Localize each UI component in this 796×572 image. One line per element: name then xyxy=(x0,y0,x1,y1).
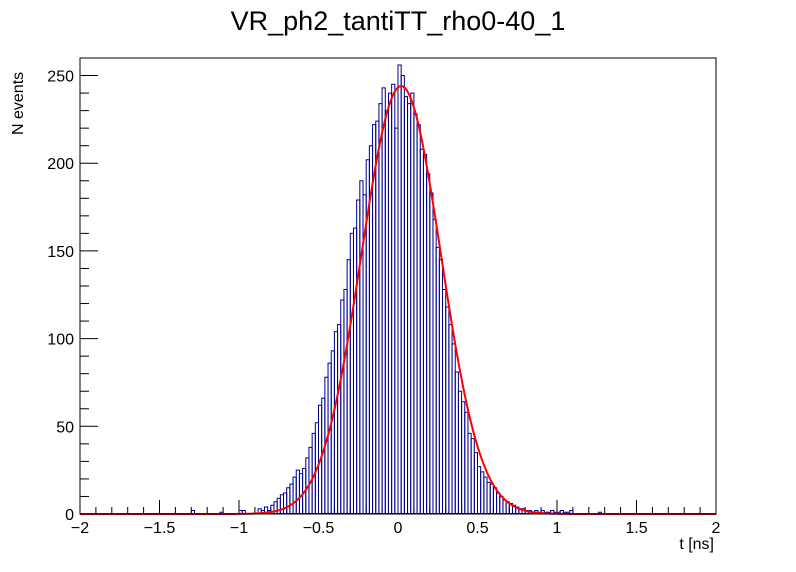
plot-frame xyxy=(79,57,717,515)
x-tick-label: −1.5 xyxy=(144,520,176,537)
y-tick-label: 200 xyxy=(47,156,74,173)
y-tick-label: 250 xyxy=(47,69,74,86)
histogram-bin xyxy=(241,509,246,514)
x-tick-label: −0.5 xyxy=(303,520,335,537)
x-tick-label: 2 xyxy=(712,520,721,537)
x-tick-label: 0.5 xyxy=(466,520,488,537)
x-tick-label: 0 xyxy=(394,520,403,537)
x-tick-label: −2 xyxy=(71,520,89,537)
y-tick-label: 150 xyxy=(47,244,74,261)
y-tick-label: 100 xyxy=(47,332,74,349)
x-axis-ticks: −2 −1.5 −1 −0.5 0 0.5 1 1.5 2 xyxy=(71,500,721,537)
chart-title: VR_ph2_tantiTT_rho0-40_1 xyxy=(230,6,566,36)
histogram-series xyxy=(80,64,716,514)
histogram-bin xyxy=(190,509,195,514)
x-axis-label: t [ns] xyxy=(679,536,714,553)
y-tick-label: 0 xyxy=(65,507,74,524)
x-tick-label: 1.5 xyxy=(625,520,647,537)
y-axis-ticks: 0 50 100 150 200 250 xyxy=(47,57,98,524)
y-axis-label: N events xyxy=(10,71,27,135)
histogram-bin xyxy=(569,509,574,514)
x-tick-label: −1 xyxy=(230,520,248,537)
x-tick-label: 1 xyxy=(553,520,562,537)
y-tick-label: 50 xyxy=(56,419,74,436)
